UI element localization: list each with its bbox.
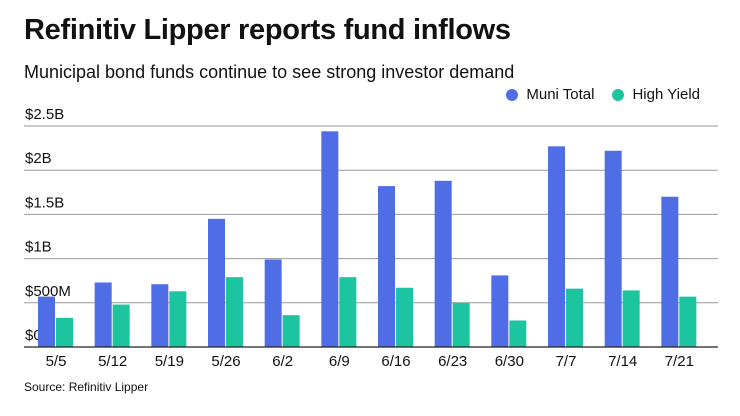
legend-swatch-muni-total — [506, 88, 519, 101]
high-yield-bar — [622, 290, 640, 347]
x-tick-label: 6/30 — [495, 353, 524, 370]
x-tick-label: 6/23 — [438, 353, 467, 370]
high-yield-bar — [452, 302, 470, 347]
legend-item-muni-total: Muni Total — [506, 86, 594, 103]
x-tick-label: 7/14 — [608, 353, 637, 370]
x-tick-label: 5/19 — [155, 353, 184, 370]
muni-total-bar — [94, 282, 112, 347]
high-yield-bar — [566, 288, 583, 347]
chart-subtitle: Municipal bond funds continue to see str… — [24, 62, 515, 82]
muni-total-bar — [434, 180, 452, 347]
muni-total-bar — [604, 150, 622, 347]
y-tick-label: $0 — [25, 327, 42, 344]
muni-total-bar — [38, 296, 55, 347]
legend-swatch-high-yield — [612, 88, 625, 101]
muni-total-bar — [264, 259, 282, 347]
x-tick-label: 5/12 — [98, 353, 127, 370]
muni-total-bar — [321, 131, 339, 347]
high-yield-bar — [169, 291, 187, 347]
x-tick-label: 5/5 — [46, 353, 67, 370]
chart-title: Refinitiv Lipper reports fund inflows — [24, 14, 511, 46]
x-tick-label: 5/26 — [211, 353, 240, 370]
x-tick-label: 6/9 — [329, 353, 350, 370]
high-yield-bar — [396, 287, 413, 347]
y-tick-label: $1.5B — [25, 194, 64, 211]
muni-total-bar — [491, 275, 509, 347]
legend-label-high-yield: High Yield — [632, 86, 700, 103]
high-yield-bar — [226, 277, 243, 347]
y-tick-label: $2B — [25, 150, 52, 167]
muni-total-bar — [661, 196, 679, 347]
muni-total-bar — [208, 218, 225, 347]
muni-total-bar — [548, 146, 565, 347]
y-tick-label: $500M — [25, 283, 71, 300]
high-yield-bar — [282, 315, 300, 347]
y-tick-label: $2.5B — [25, 106, 64, 123]
high-yield-bar — [339, 277, 357, 347]
muni-total-bar — [151, 284, 169, 347]
legend-label-muni-total: Muni Total — [526, 86, 595, 103]
high-yield-bar — [679, 296, 697, 347]
muni-total-bar — [378, 186, 395, 347]
high-yield-bar — [509, 320, 527, 347]
source-note: Source: Refinitiv Lipper — [24, 380, 149, 394]
high-yield-bar — [112, 304, 130, 347]
y-tick-label: $1B — [25, 239, 52, 256]
x-tick-label: 7/7 — [556, 353, 577, 370]
legend: Muni Total High Yield — [488, 86, 700, 103]
x-tick-label: 6/2 — [272, 353, 293, 370]
high-yield-bar — [56, 317, 73, 347]
x-tick-label: 6/16 — [381, 353, 410, 370]
x-tick-label: 7/21 — [665, 353, 694, 370]
legend-item-high-yield: High Yield — [612, 86, 700, 103]
